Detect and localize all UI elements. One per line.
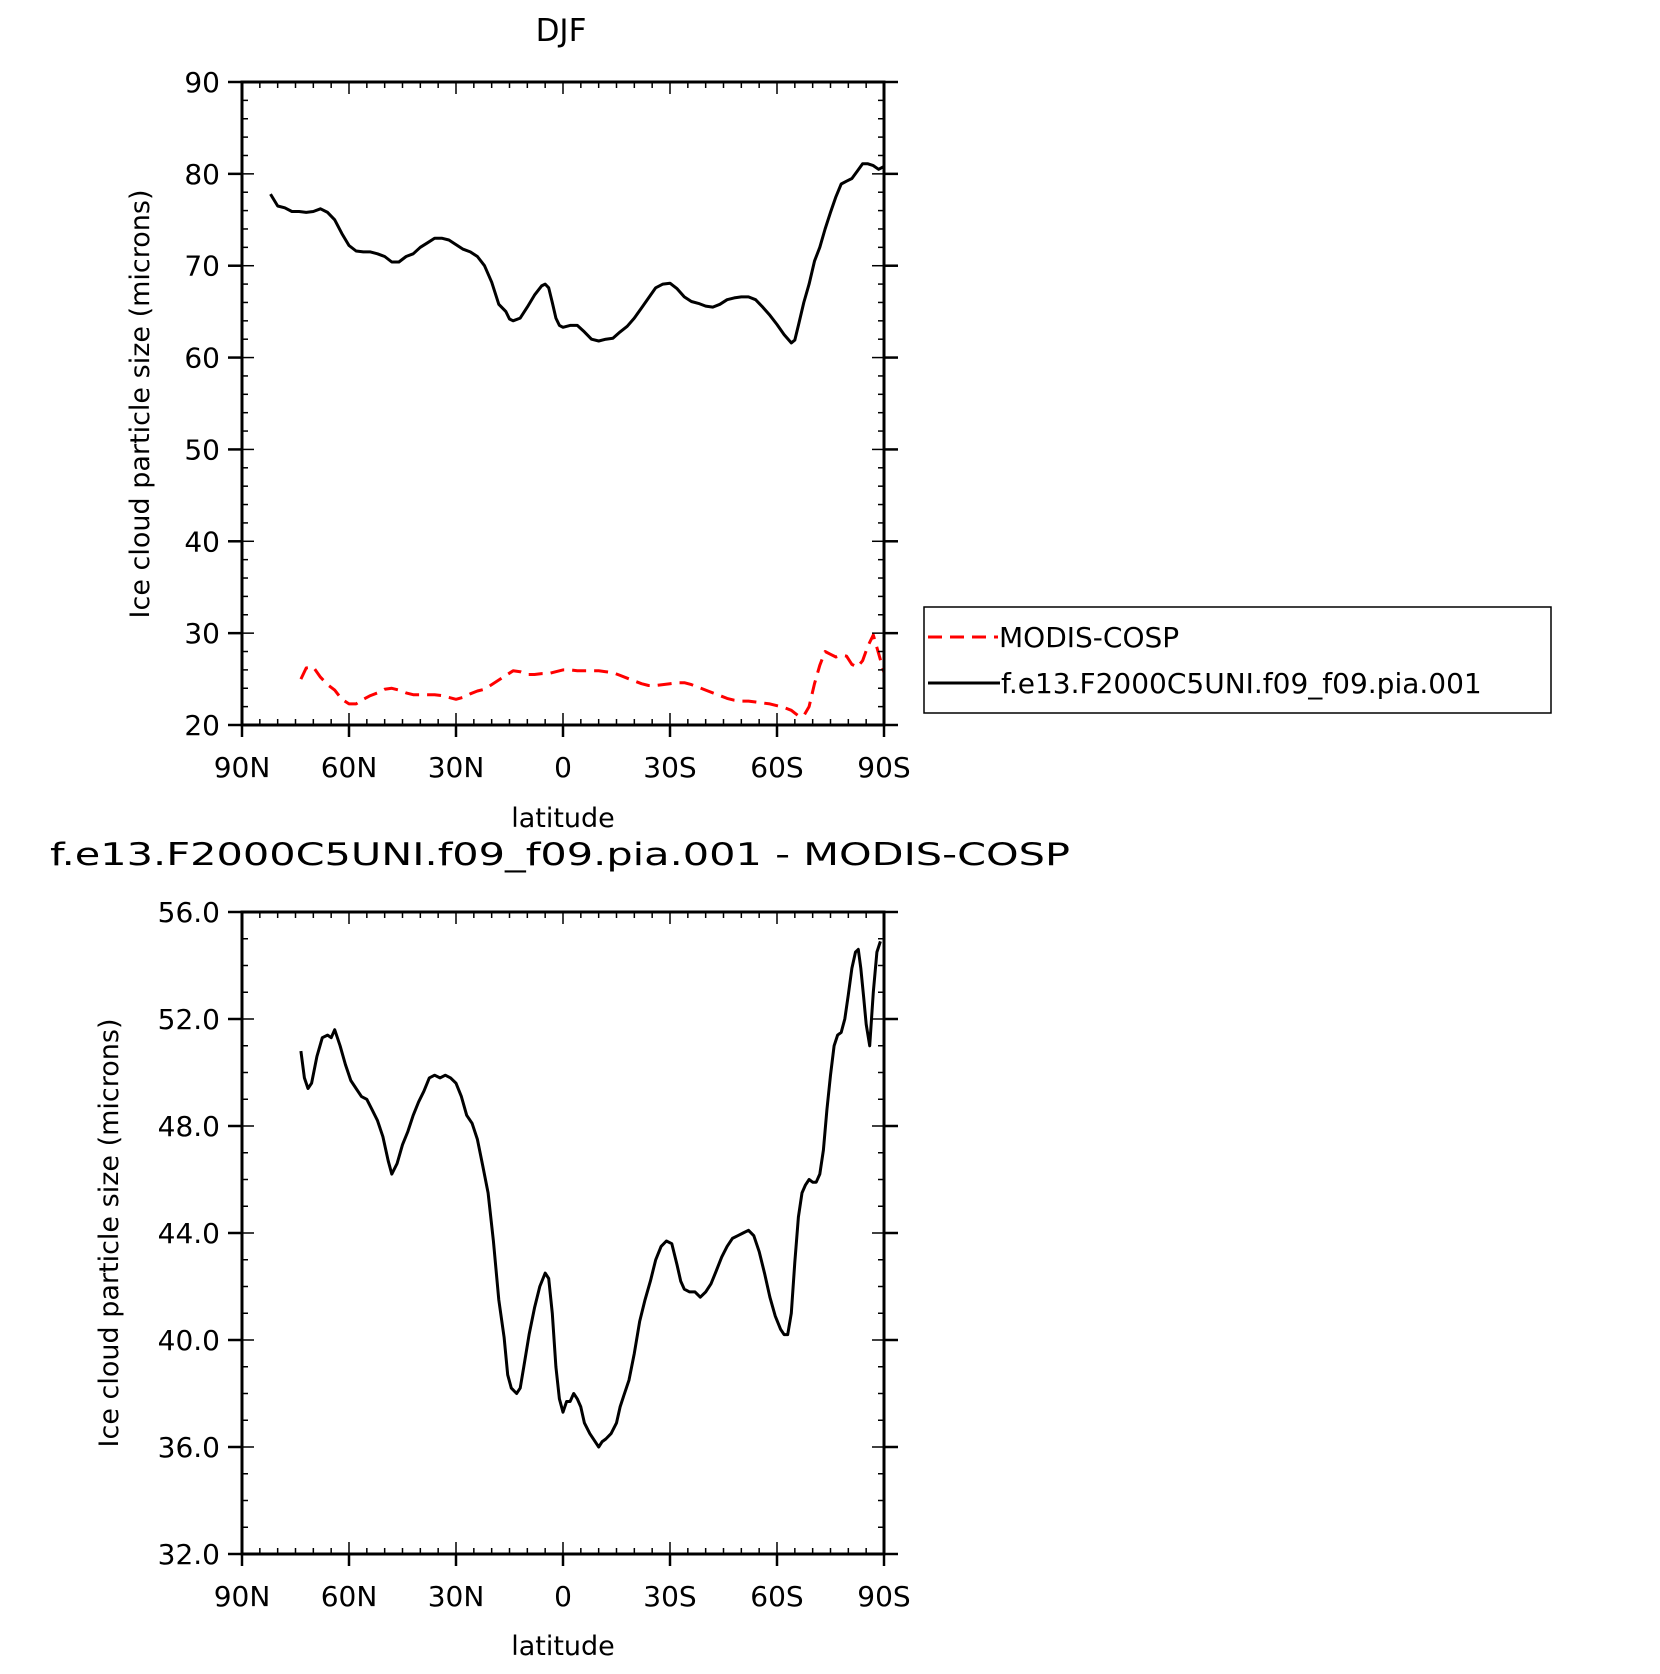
legend-label-model: f.e13.F2000C5UNI.f09_f09.pia.001 [1001, 667, 1482, 700]
x-tick-label: 0 [554, 1580, 572, 1613]
legend-label-modis-cosp: MODIS-COSP [999, 621, 1179, 654]
series-line-difference-0 [299, 940, 882, 1449]
x-tick-label: 90S [857, 751, 910, 784]
x-tick-label: 90N [214, 751, 271, 784]
panel-djf: DJF 90N 60N 30N 0 30S 60S 90S 2030405060708090… [125, 13, 1552, 834]
y-tick-label: 40 [184, 525, 220, 558]
x-tick-label: 90N [214, 1580, 271, 1613]
y-tick-label: 20 [184, 709, 220, 742]
chart-title: DJF [536, 13, 587, 49]
x-tick-label: 60N [321, 751, 378, 784]
y-tick-label: 80 [184, 158, 220, 191]
x-axis-label: latitude [511, 803, 615, 834]
plot-frame [240, 80, 886, 727]
panel-difference: f.e13.F2000C5UNI.f09_f09.pia.001 - MODIS… [50, 837, 1070, 1662]
legend: MODIS-COSP f.e13.F2000C5UNI.f09_f09.pia.… [923, 606, 1552, 714]
y-tick-label: 56.0 [158, 896, 220, 929]
y-tick-label: 50 [184, 433, 220, 466]
y-tick-label: 90 [184, 66, 220, 99]
series-line-modis-cosp [299, 633, 886, 718]
y-tick-label: 32.0 [158, 1538, 220, 1571]
chart-title: f.e13.F2000C5UNI.f09_f09.pia.001 - MODIS… [50, 837, 1070, 873]
x-tick-label: 0 [554, 751, 572, 784]
y-tick-label: 52.0 [158, 1003, 220, 1036]
x-tick-label: 90S [857, 1580, 910, 1613]
x-axis-label: latitude [511, 1631, 615, 1662]
y-axis-label: Ice cloud particle size (microns) [94, 1019, 125, 1448]
y-tick-label: 40.0 [158, 1324, 220, 1357]
plot-area [269, 162, 886, 718]
y-axis: 20 30 40 50 60 70 80 90 [184, 66, 898, 742]
x-axis: 90N 60N 30N 0 30S 60S 90S [214, 912, 911, 1613]
x-tick-label: 60N [321, 1580, 378, 1613]
x-tick-label: 30S [643, 1580, 696, 1613]
x-tick-label: 60S [750, 751, 803, 784]
plot-frame [240, 910, 886, 1556]
y-tick-label: 60 [184, 342, 220, 375]
y-axis: 32.0 36.0 40.0 44.0 48.0 52.0 56.0 [158, 896, 898, 1571]
y-axis-label: Ice cloud particle size (microns) [125, 190, 156, 619]
y-tick-label: 44.0 [158, 1217, 220, 1250]
x-axis: 90N 60N 30N 0 30S 60S 90S [214, 82, 911, 784]
y-tick-label: 48.0 [158, 1110, 220, 1143]
y-tick-label: 70 [184, 250, 220, 283]
plot-area [299, 940, 882, 1449]
y-tick-label: 30 [184, 617, 220, 650]
y-tick-label: 36.0 [158, 1431, 220, 1464]
series-line-f-e13-f2000c5uni-f09-f09-pia-001 [269, 162, 885, 345]
x-tick-label: 30N [428, 1580, 485, 1613]
x-tick-label: 60S [750, 1580, 803, 1613]
legend-box [923, 606, 1552, 714]
x-tick-label: 30S [643, 751, 696, 784]
x-tick-label: 30N [428, 751, 485, 784]
